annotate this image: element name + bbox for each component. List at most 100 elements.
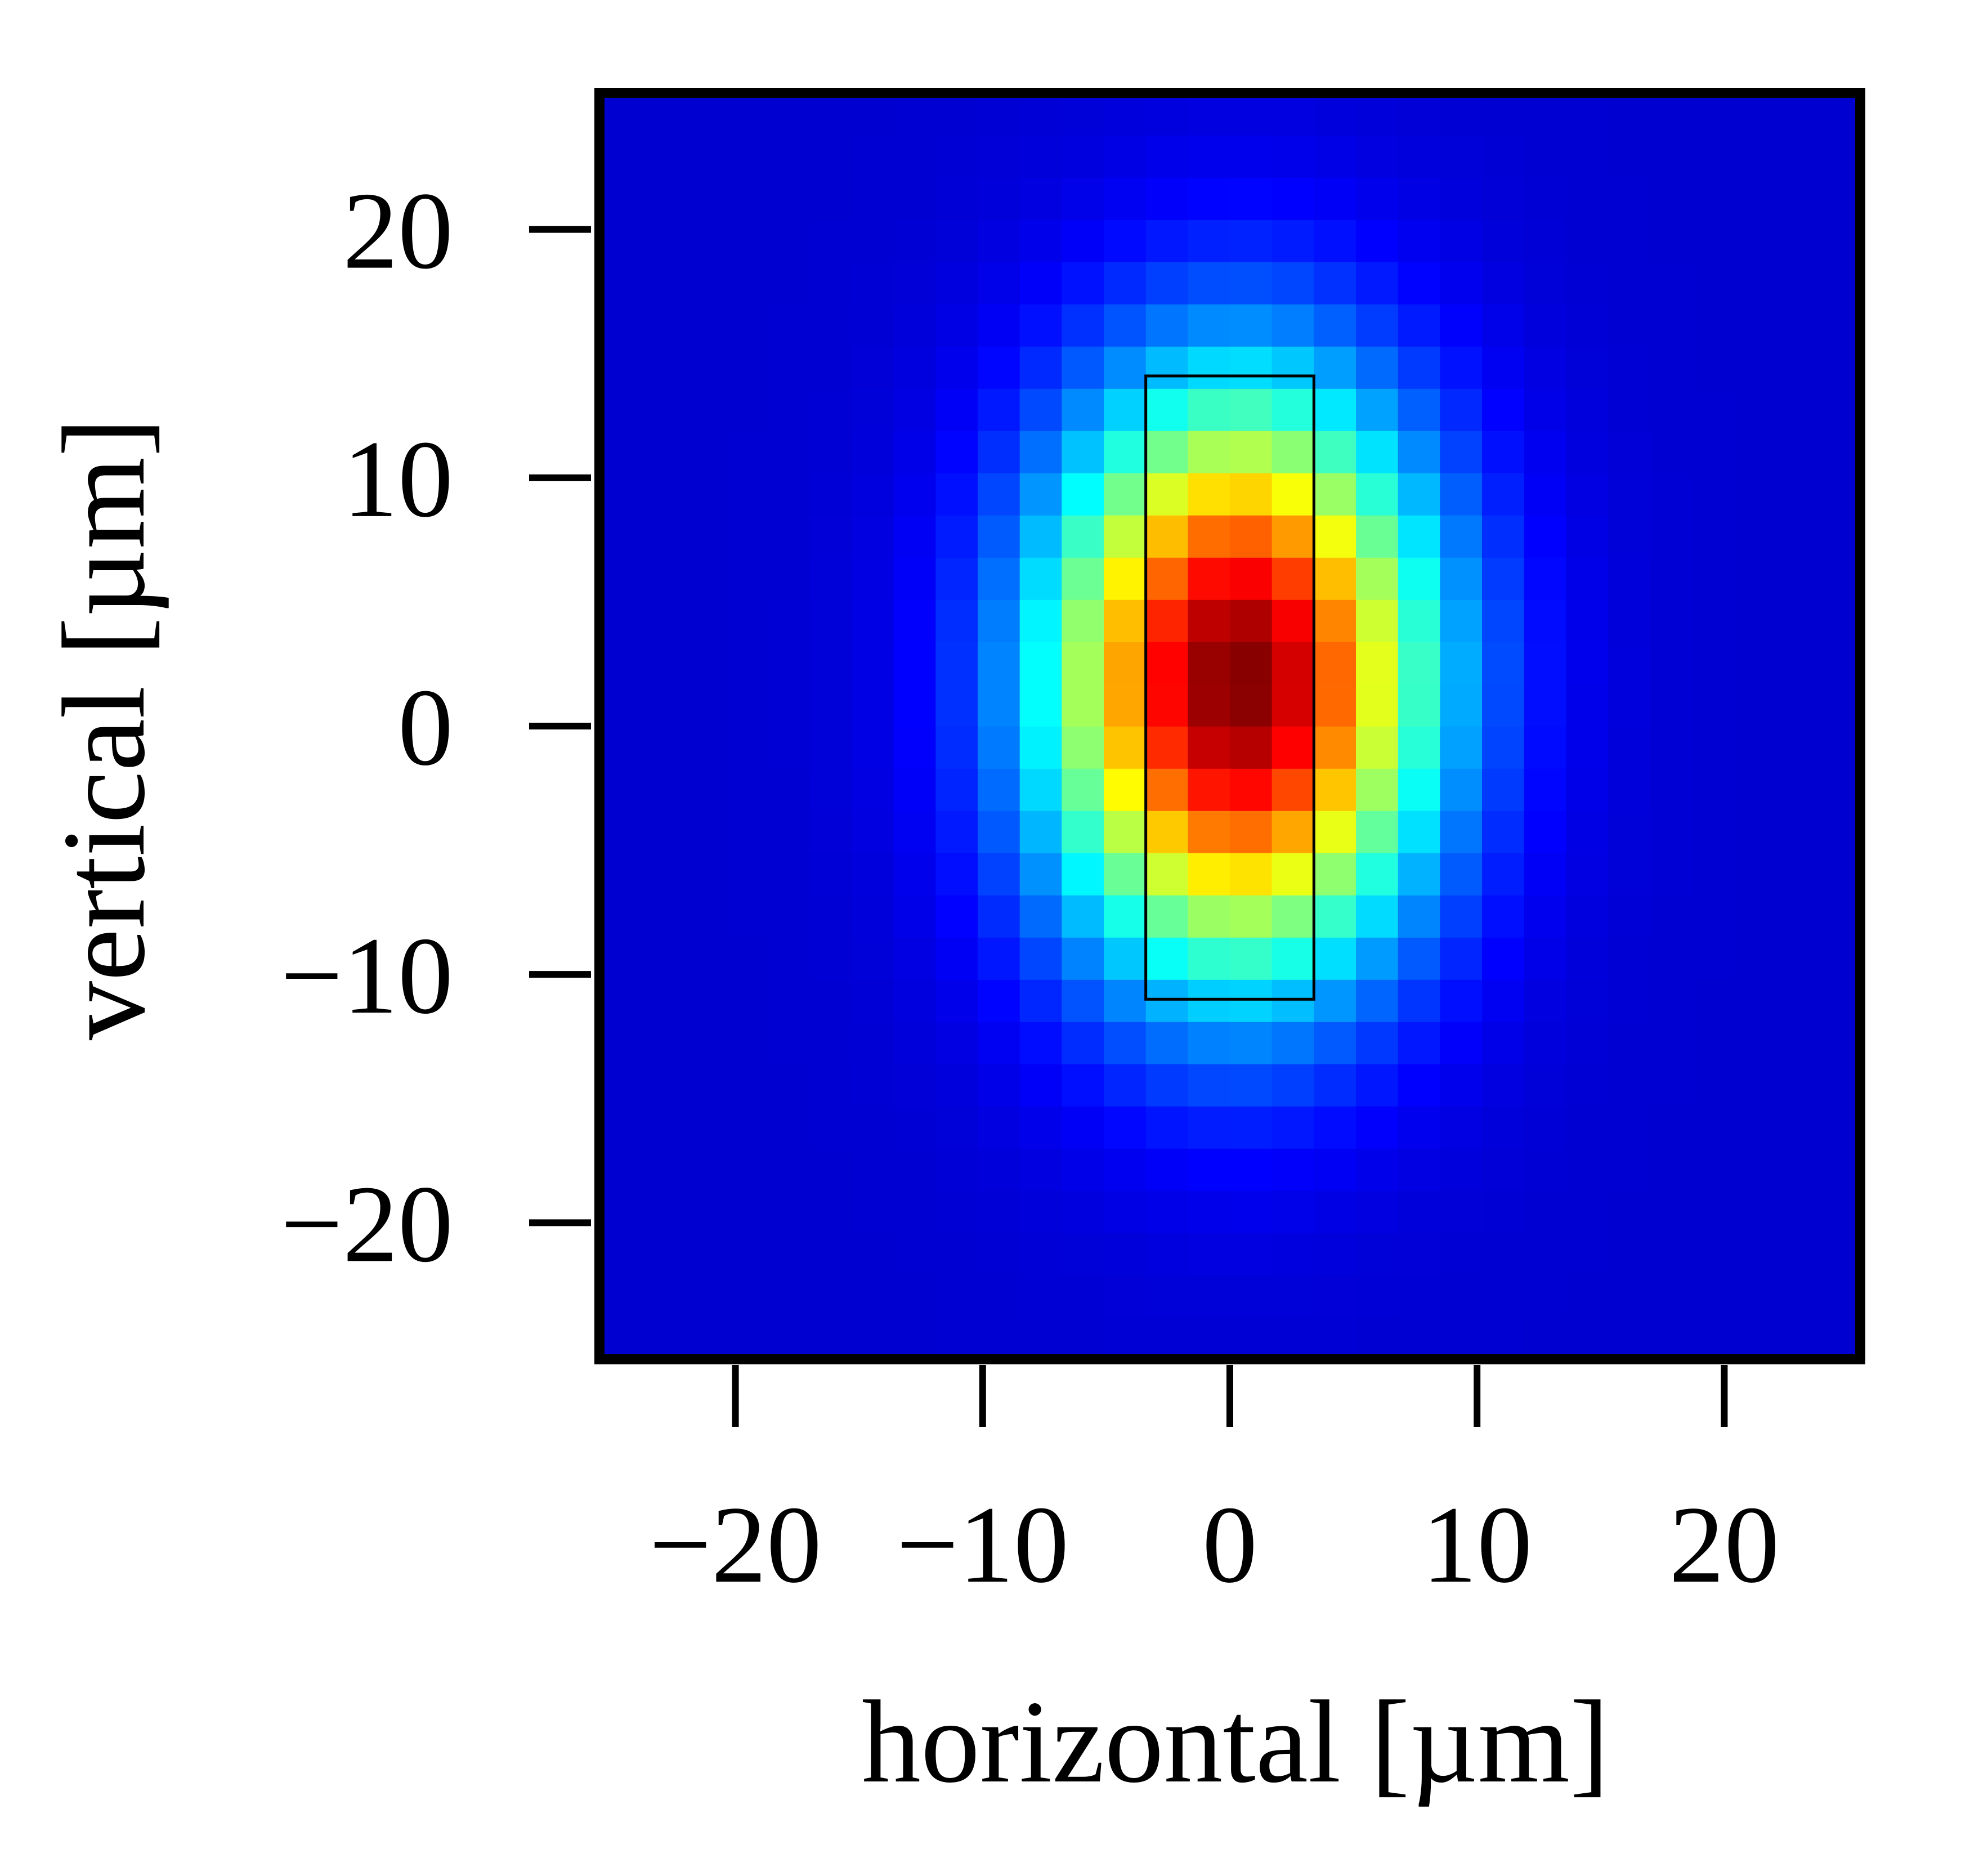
plot-frame xyxy=(594,88,1865,1364)
heatmap-cell xyxy=(978,557,1020,600)
heatmap-cell xyxy=(893,599,937,642)
heatmap-cell xyxy=(641,557,684,600)
heatmap-cell xyxy=(683,853,726,896)
heatmap-cell xyxy=(1104,135,1147,178)
heatmap-cell xyxy=(1818,304,1861,347)
heatmap-cell xyxy=(935,473,978,516)
heatmap-cell xyxy=(1104,1233,1147,1275)
heatmap-cell xyxy=(852,304,894,347)
heatmap-cell xyxy=(1230,1064,1273,1107)
heatmap-cell xyxy=(1734,979,1777,1022)
heatmap-cell xyxy=(1650,1275,1693,1318)
heatmap-cell xyxy=(893,1148,937,1191)
heatmap-cell xyxy=(978,431,1020,473)
heatmap-cell xyxy=(1104,220,1147,262)
heatmap-cell xyxy=(1650,1064,1693,1107)
heatmap-cell xyxy=(1230,473,1273,516)
heatmap-cell xyxy=(1818,979,1861,1022)
heatmap-cell xyxy=(683,1106,726,1149)
heatmap-cell xyxy=(1271,1064,1315,1107)
heatmap-cell xyxy=(1019,1233,1063,1275)
heatmap-cell xyxy=(1271,515,1315,558)
heatmap-cell xyxy=(1482,1233,1525,1275)
heatmap-cell xyxy=(1145,93,1189,136)
heatmap-cell xyxy=(1230,220,1273,262)
heatmap-cell xyxy=(1692,304,1735,347)
heatmap-cell xyxy=(1188,557,1230,600)
heatmap-cell xyxy=(683,388,726,431)
heatmap-cell xyxy=(1608,599,1651,642)
heatmap-cell xyxy=(1776,1106,1819,1149)
heatmap-cell xyxy=(935,979,978,1022)
heatmap-cell xyxy=(852,515,894,558)
heatmap-cell xyxy=(1314,684,1356,727)
heatmap-cell xyxy=(893,346,937,389)
heatmap-cell xyxy=(726,220,768,262)
heatmap-cell xyxy=(1692,93,1735,136)
heatmap-cell xyxy=(935,1022,978,1064)
heatmap-cell xyxy=(1482,93,1525,136)
heatmap-cell xyxy=(1440,93,1483,136)
heatmap-cell xyxy=(852,557,894,600)
heatmap-cell xyxy=(1650,515,1693,558)
heatmap-cell xyxy=(1188,684,1230,727)
heatmap-cell xyxy=(767,431,811,473)
heatmap-cell xyxy=(809,388,852,431)
heatmap-cell xyxy=(852,177,894,220)
heatmap-cell xyxy=(641,853,684,896)
heatmap-cell xyxy=(1356,93,1399,136)
heatmap-cell xyxy=(1440,135,1483,178)
heatmap-cell xyxy=(767,684,811,727)
heatmap-cell xyxy=(1314,304,1356,347)
heatmap-cell xyxy=(978,768,1020,811)
heatmap-cell xyxy=(1734,811,1777,853)
heatmap-cell xyxy=(935,853,978,896)
heatmap-cell xyxy=(599,220,642,262)
heatmap-cell xyxy=(726,726,768,769)
heatmap-cell xyxy=(1440,768,1483,811)
heatmap-cell xyxy=(599,1233,642,1275)
heatmap-cell xyxy=(1104,388,1147,431)
heatmap-cell xyxy=(1482,1275,1525,1318)
y-axis-ticks: −20 −10 0 10 20 xyxy=(280,170,591,1285)
heatmap-cell xyxy=(1104,262,1147,305)
heatmap-cell xyxy=(1734,135,1777,178)
heatmap-cell xyxy=(683,726,726,769)
heatmap-cell xyxy=(641,1064,684,1107)
heatmap-cell xyxy=(1019,1064,1063,1107)
heatmap-cell xyxy=(1104,642,1147,684)
heatmap-cell xyxy=(1692,642,1735,684)
heatmap-cell xyxy=(1692,431,1735,473)
heatmap-cell xyxy=(1356,1190,1399,1233)
heatmap-cell xyxy=(1019,135,1063,178)
heatmap-cell xyxy=(893,262,937,305)
heatmap-cell xyxy=(809,304,852,347)
heatmap-cell xyxy=(641,1233,684,1275)
heatmap-cell xyxy=(767,937,811,980)
heatmap-cell xyxy=(1062,1190,1104,1233)
heatmap-cell xyxy=(1818,346,1861,389)
heatmap-cell xyxy=(1398,726,1441,769)
heatmap-cell xyxy=(1145,853,1189,896)
heatmap-cell xyxy=(1314,937,1356,980)
heatmap-cell xyxy=(809,1275,852,1318)
heatmap-cell xyxy=(641,1148,684,1191)
heatmap-cell xyxy=(641,768,684,811)
heatmap-cell xyxy=(1398,473,1441,516)
heatmap-cell xyxy=(1230,346,1273,389)
heatmap-cell xyxy=(1230,642,1273,684)
heatmap-cell xyxy=(1608,811,1651,853)
heatmap-cell xyxy=(1062,895,1104,938)
heatmap-cell xyxy=(1776,726,1819,769)
heatmap-cell xyxy=(641,515,684,558)
heatmap-cell xyxy=(809,262,852,305)
heatmap-cell xyxy=(641,473,684,516)
heatmap-cell xyxy=(1019,1022,1063,1064)
heatmap-cell xyxy=(1145,1148,1189,1191)
heatmap-cell xyxy=(1062,431,1104,473)
heatmap-cell xyxy=(683,262,726,305)
heatmap-cell xyxy=(1104,726,1147,769)
heatmap-cell xyxy=(935,726,978,769)
heatmap-cell xyxy=(1062,135,1104,178)
heatmap-cell xyxy=(1019,1190,1063,1233)
